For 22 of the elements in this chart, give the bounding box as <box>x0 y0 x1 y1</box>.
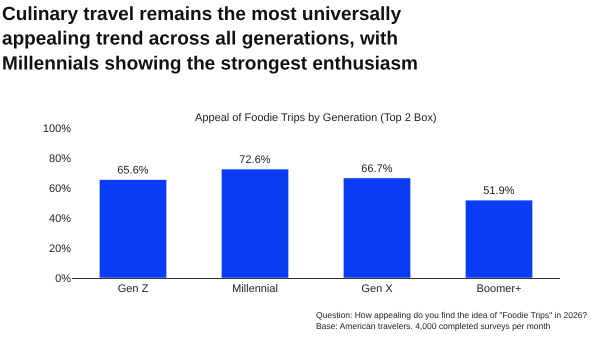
data-label: 72.6% <box>239 154 271 166</box>
chart-title: Culinary travel remains the most universally appealing trend across all generations, with Millennials showing the strongest enthusiasm <box>2 4 418 74</box>
y-tick-label: 60% <box>48 182 72 195</box>
bar <box>465 200 533 278</box>
x-tick-label: Gen Z <box>118 283 149 296</box>
x-tick-label: Boomer+ <box>476 283 522 296</box>
data-label: 66.7% <box>361 162 393 175</box>
y-tick-label: 40% <box>48 212 72 225</box>
chart-subtitle: Appeal of Foodie Trips by Generation (Top 2 Box) <box>195 112 437 124</box>
bar <box>343 178 411 278</box>
y-tick-label: 100% <box>42 122 72 135</box>
y-tick-label: 20% <box>48 242 72 255</box>
x-tick-label: Gen X <box>361 283 394 296</box>
y-tick-label: 0% <box>55 272 72 285</box>
text: Base: American travelers. 4,000 completed surveys per month <box>316 321 551 332</box>
y-tick-label: 80% <box>48 152 72 165</box>
x-tick-label: Millennial <box>232 283 278 296</box>
bar <box>99 179 167 278</box>
text: Question: How appealing do you find the idea of "Foodie Trips" in 2026? <box>316 310 588 320</box>
data-label: 65.6% <box>117 164 149 177</box>
data-label: 51.9% <box>483 185 515 198</box>
bar <box>221 168 289 278</box>
